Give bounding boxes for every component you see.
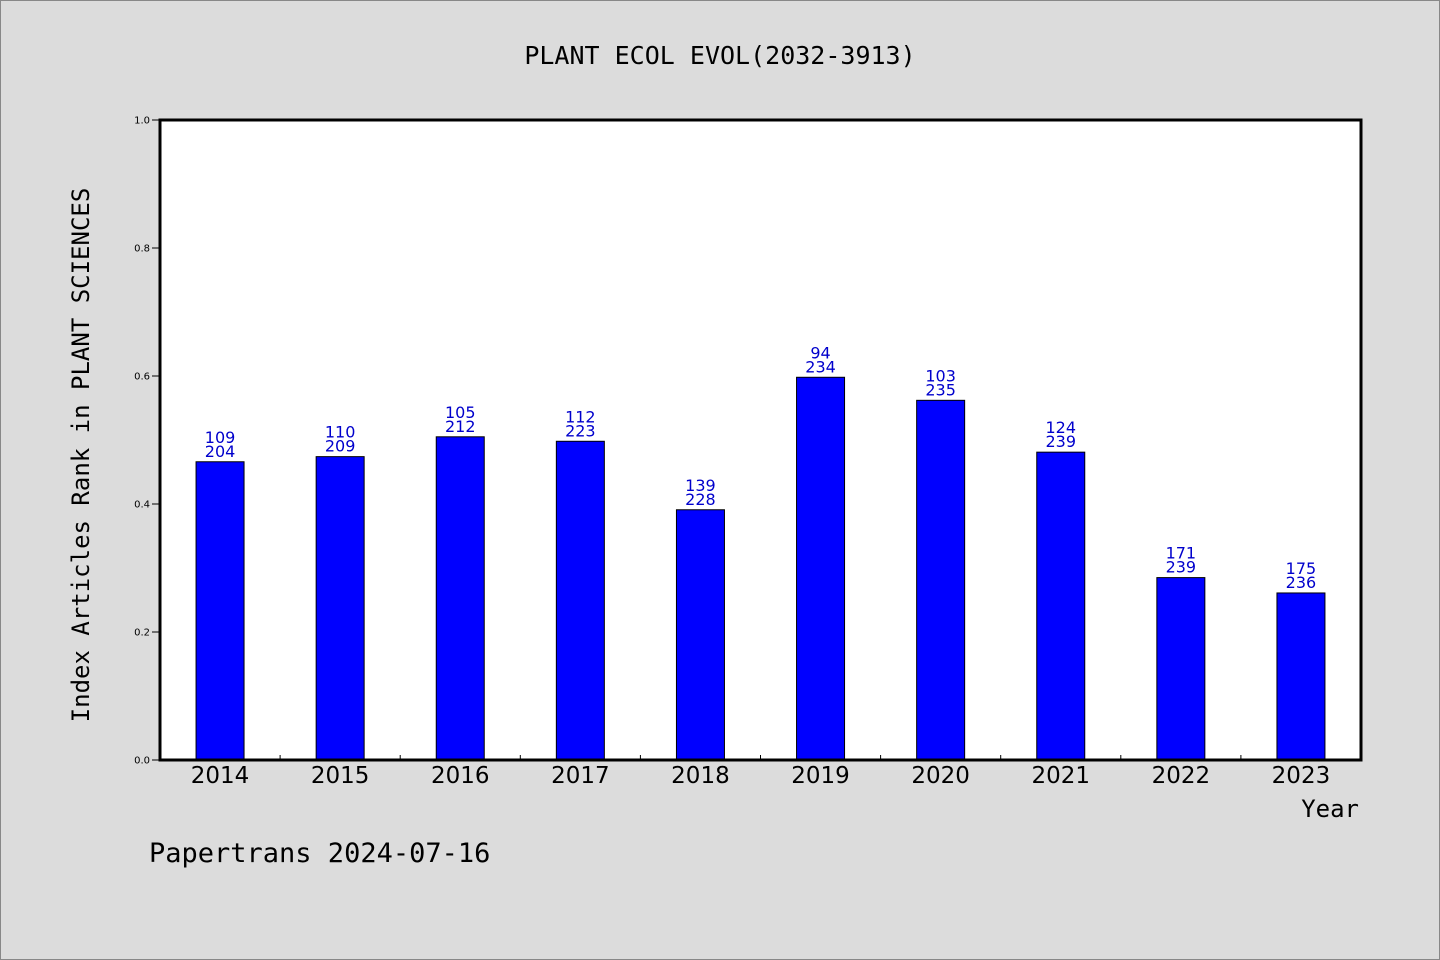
y-tick-label: 1.0	[134, 116, 150, 127]
bar-rank-label: 124	[1045, 418, 1076, 437]
x-tick-label: 2018	[671, 763, 730, 789]
y-axis-label: Index Articles Rank in PLANT SCIENCES	[67, 188, 95, 723]
bar-2018	[675, 509, 725, 761]
bar-total-label: 239	[1045, 432, 1076, 451]
bar-2017	[555, 440, 605, 761]
x-tick-label: 2020	[911, 763, 970, 789]
bar-rank-label: 94	[810, 343, 830, 362]
plot-frame	[158, 118, 1363, 762]
y-tick-label: 0.6	[134, 372, 150, 383]
chart-title: PLANT ECOL EVOL(2032-3913)	[524, 41, 915, 70]
bar-rank-label: 110	[325, 423, 356, 442]
bar-rank-label: 171	[1166, 544, 1197, 563]
x-tick-label: 2021	[1031, 763, 1090, 789]
y-tick-label: 0.8	[134, 244, 150, 255]
bar-2021	[1036, 451, 1086, 761]
bar-total-label: 235	[925, 380, 956, 399]
x-tick-label: 2015	[311, 763, 370, 789]
bar-total-label: 239	[1166, 558, 1197, 577]
bar-2023	[1276, 592, 1326, 761]
bar-total-label: 209	[325, 437, 356, 456]
bar-total-label: 223	[565, 421, 596, 440]
bar-2019	[796, 376, 846, 761]
bar-rank-label: 139	[685, 476, 716, 495]
y-tick-label: 0.0	[134, 756, 150, 767]
bar-rank-label: 105	[445, 403, 476, 422]
y-axis-ticks: 0.0 0.2 0.4 0.6 0.8 1.0	[134, 116, 160, 767]
x-axis-ticks: 2014 2015 2016 2017 2018 2019 2020 2021 2022 2023	[191, 755, 1330, 789]
x-tick-label: 2019	[791, 763, 850, 789]
x-tick-label: 2023	[1272, 763, 1331, 789]
bar-total-label: 234	[805, 357, 836, 376]
bar-2014	[195, 461, 245, 761]
bar-rank-label: 103	[925, 366, 956, 385]
footer-credit: Papertrans 2024-07-16	[149, 838, 490, 869]
y-tick-label: 0.2	[134, 628, 150, 639]
bar-2015	[315, 456, 365, 761]
bar-rank-label: 175	[1286, 559, 1317, 578]
x-tick-label: 2016	[431, 763, 490, 789]
bar-rank-label: 112	[565, 407, 596, 426]
bar-total-label: 204	[205, 442, 236, 461]
bar-rank-label: 109	[205, 428, 236, 447]
x-axis-label: Year	[1301, 795, 1359, 823]
bar-2022	[1156, 577, 1206, 761]
y-tick-label: 0.4	[134, 500, 150, 511]
bar-2016	[435, 436, 485, 761]
bar-2020	[916, 399, 966, 761]
x-tick-label: 2022	[1152, 763, 1211, 789]
bars	[195, 376, 1326, 761]
bar-total-label: 228	[685, 490, 716, 509]
bar-total-label: 212	[445, 417, 476, 436]
x-tick-label: 2014	[191, 763, 250, 789]
x-tick-label: 2017	[551, 763, 610, 789]
bar-total-label: 236	[1286, 573, 1317, 592]
